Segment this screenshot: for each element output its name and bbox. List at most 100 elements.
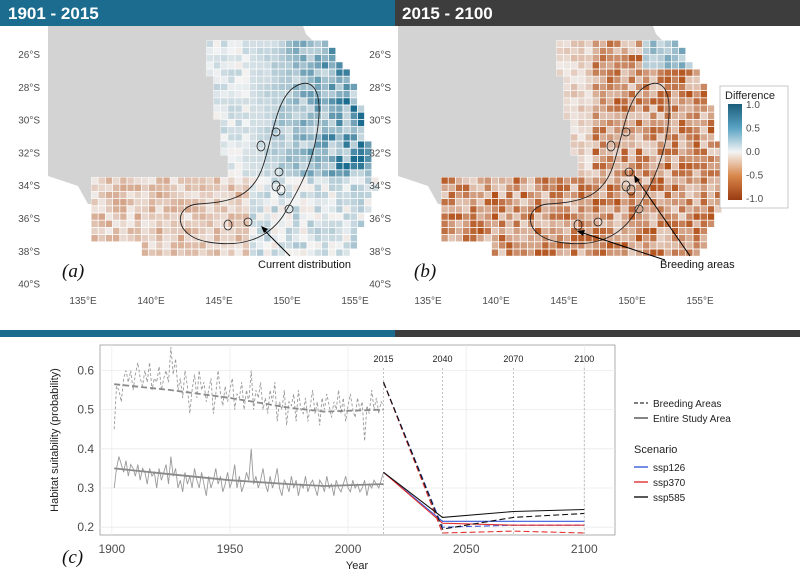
y-tick-label: 0.5: [77, 403, 94, 417]
latitude-tick: 28°S: [369, 83, 391, 94]
entire-study-area-trend-line: [114, 467, 384, 487]
x-tick-label: 2050: [453, 542, 480, 556]
longitude-tick: 155°E: [341, 296, 369, 307]
longitude-tick: 150°E: [273, 296, 301, 307]
colorbar-tick: 1.0: [746, 100, 760, 111]
year-marker-label: 2070: [503, 354, 523, 364]
chart-legend: Breeding Areas Entire Study Area Scenario s…: [634, 399, 731, 504]
y-axis: 0.2 0.3 0.4 0.5 0.6: [77, 363, 94, 534]
banner-future: [395, 0, 800, 26]
panel-label-c: (c): [62, 547, 83, 568]
x-axis-title: Year: [346, 560, 369, 572]
latitude-tick: 40°S: [18, 280, 40, 291]
legend-linetype-label: Breeding Areas: [653, 399, 721, 410]
longitude-tick: 145°E: [550, 296, 578, 307]
colorbar-gradient: [728, 104, 742, 200]
breeding-area-marker: [634, 204, 644, 214]
banner-future-label: 2015 - 2100: [402, 4, 493, 23]
x-tick-label: 1950: [217, 542, 244, 556]
latitude-tick: 26°S: [18, 50, 40, 61]
longitude-ticks-b: 135°E 140°E 145°E 150°E 155°E: [414, 296, 714, 307]
latitude-tick: 36°S: [18, 214, 40, 225]
arrows-breeding-areas: [577, 175, 691, 261]
panel-label-b: (b): [414, 261, 436, 282]
line-chart: 1900 1950 2000 2050 2100 0.2 0.3 0.4 0.5 0.6 201…: [49, 344, 616, 572]
longitude-tick: 140°E: [482, 296, 510, 307]
breeding-area-marker: [271, 127, 281, 137]
projection-ssp585-entire-study-area: [383, 471, 585, 518]
map-panel-a: [48, 26, 380, 257]
latitude-tick: 36°S: [369, 214, 391, 225]
y-tick-label: 0.6: [77, 363, 94, 377]
y-tick-label: 0.2: [77, 520, 94, 534]
y-axis-title: Habitat suitability (probability): [49, 368, 61, 512]
map-panel-b: [398, 26, 730, 257]
entire-study-area-annual-line: [113, 448, 384, 496]
breeding-area-marker: [606, 140, 616, 152]
projection-ssp585-breeding-areas: [382, 381, 585, 530]
breeding-area-marker: [284, 204, 294, 214]
distribution-outline: [530, 82, 670, 245]
year-marker-label: 2100: [574, 354, 594, 364]
plot-area: [99, 344, 616, 536]
latitude-ticks-b: 26°S 28°S 30°S 32°S 34°S 36°S 38°S 40°S: [369, 50, 391, 291]
projection-ssp126-entire-study-area: [383, 471, 585, 522]
latitude-tick: 38°S: [369, 247, 391, 258]
latitude-tick: 34°S: [18, 181, 40, 192]
longitude-tick: 135°E: [69, 296, 97, 307]
breeding-area-marker: [223, 219, 233, 231]
colorbar-tick: -1.0: [746, 194, 764, 205]
breeding-area-marker: [243, 217, 253, 227]
year-marker-label: 2015: [373, 354, 393, 364]
latitude-tick: 40°S: [369, 280, 391, 291]
latitude-tick: 26°S: [369, 50, 391, 61]
breeding-area-marker: [573, 219, 583, 231]
breeding-area-marker: [276, 184, 286, 196]
breeding-area-marker: [624, 167, 634, 177]
breeding-area-marker: [256, 140, 266, 152]
latitude-tick: 30°S: [18, 116, 40, 127]
latitude-tick: 34°S: [369, 181, 391, 192]
breeding-area-marker: [626, 184, 636, 196]
colorbar-tick: 0.0: [746, 147, 760, 158]
breeding-area-marker: [621, 180, 631, 192]
year-markers: 2015 2040 2070 2100: [373, 354, 594, 535]
divider-future: [395, 330, 800, 337]
latitude-tick: 32°S: [18, 148, 40, 159]
suitability-cells: [90, 40, 380, 257]
breeding-area-marker: [593, 217, 603, 227]
panel-label-a: (a): [62, 261, 84, 282]
longitude-tick: 135°E: [414, 296, 442, 307]
year-marker-label: 2040: [433, 354, 453, 364]
distribution-outline: [180, 82, 320, 245]
latitude-tick: 28°S: [18, 83, 40, 94]
x-axis: 1900 1950 2000 2050 2100: [98, 542, 597, 556]
latitude-ticks-a: 26°S 28°S 30°S 32°S 34°S 36°S 38°S 40°S: [18, 50, 40, 291]
legend-scenario-label: ssp370: [653, 478, 686, 489]
banner-historical-label: 1901 - 2015: [8, 4, 99, 23]
breeding-area-marker: [274, 167, 284, 177]
legend-scenario-title: Scenario: [634, 444, 677, 456]
legend-scenario-label: ssp126: [653, 463, 686, 474]
longitude-tick: 145°E: [205, 296, 233, 307]
banner-historical: [0, 0, 395, 26]
longitude-tick: 150°E: [618, 296, 646, 307]
series-lines: [113, 346, 585, 534]
x-tick-label: 2100: [571, 542, 598, 556]
legend-scenario-label: ssp585: [653, 493, 686, 504]
latitude-tick: 38°S: [18, 247, 40, 258]
y-tick-label: 0.4: [77, 442, 94, 456]
suitability-cells: [441, 40, 730, 257]
colorbar-tick: 0.5: [746, 124, 760, 135]
breeding-areas-trend-line: [114, 383, 384, 413]
breeding-area-marker: [621, 127, 631, 137]
longitude-tick: 155°E: [686, 296, 714, 307]
breeding-area-marker: [271, 180, 281, 192]
colorbar-title: Difference: [725, 90, 775, 102]
longitude-ticks-a: 135°E 140°E 145°E 150°E 155°E: [69, 296, 369, 307]
annotation-breeding-areas: Breeding areas: [660, 259, 735, 271]
legend-linetype-label: Entire Study Area: [653, 414, 731, 425]
x-tick-label: 1900: [98, 542, 125, 556]
divider-historical: [0, 330, 395, 337]
